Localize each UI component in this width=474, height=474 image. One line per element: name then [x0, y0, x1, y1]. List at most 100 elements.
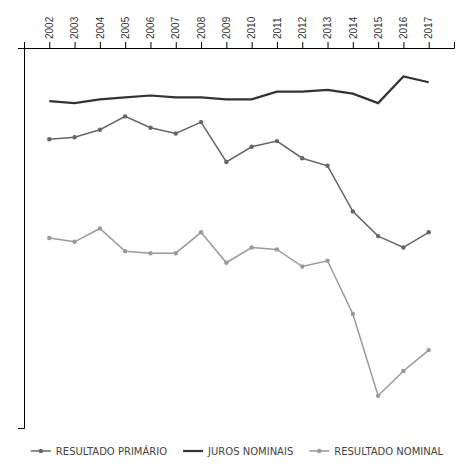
x-tick: 2005	[120, 16, 131, 48]
series-line	[49, 116, 428, 247]
x-tick-label: 2009	[221, 16, 232, 39]
point	[199, 230, 203, 234]
series-group	[47, 77, 431, 398]
x-tick-label: 2016	[398, 16, 409, 39]
x-tick-label: 2014	[348, 16, 359, 39]
legend-marker	[39, 449, 43, 453]
point	[401, 369, 405, 373]
point	[325, 259, 329, 263]
x-tick: 2003	[69, 16, 80, 48]
x-tick-label: 2012	[297, 16, 308, 39]
x-tick-label: 2015	[373, 16, 384, 39]
legend-marker	[317, 449, 321, 453]
x-tick: 2017	[423, 16, 434, 48]
x-tick: 2014	[348, 16, 359, 48]
x-tick-label: 2006	[145, 16, 156, 39]
y-axis	[18, 49, 25, 429]
legend-label: RESULTADO PRIMÁRIO	[56, 445, 167, 457]
plot: 2002 2003 2004 2005 2006 2007 2008 2009 2010 2011…	[18, 16, 455, 428]
point	[47, 137, 51, 141]
x-tick-label: 2003	[69, 16, 80, 39]
x-tick-label: 2005	[120, 16, 131, 39]
point	[199, 120, 203, 124]
point	[98, 226, 102, 230]
x-tick: 2015	[373, 16, 384, 48]
x-tick-mark	[75, 42, 76, 48]
x-tick: 2002	[44, 16, 55, 48]
x-tick: 2011	[272, 17, 283, 48]
point	[72, 240, 76, 244]
x-tick-mark	[277, 42, 278, 48]
x-tick: 2010	[246, 16, 257, 48]
x-tick: 2009	[221, 16, 232, 48]
point	[351, 209, 355, 213]
x-tick-mark	[429, 42, 430, 48]
point	[249, 245, 253, 249]
point	[376, 394, 380, 398]
x-tick: 2006	[145, 16, 156, 48]
point	[224, 261, 228, 265]
legend-item: JUROS NOMINAIS	[183, 446, 293, 457]
x-tick: 2004	[95, 16, 106, 48]
point	[174, 131, 178, 135]
x-tick-label: 2011	[272, 17, 283, 39]
point	[224, 160, 228, 164]
point	[300, 264, 304, 268]
legend-swatch	[183, 450, 203, 452]
legend-label: JUROS NOMINAIS	[207, 446, 293, 457]
x-tick-mark	[252, 42, 253, 48]
x-tick-mark	[403, 42, 404, 48]
x-axis: 2002 2003 2004 2005 2006 2007 2008 2009 2010 2011…	[25, 16, 455, 48]
x-tick: 2008	[196, 16, 207, 48]
x-tick: 2016	[398, 16, 409, 48]
point	[123, 114, 127, 118]
point	[300, 156, 304, 160]
legend: RESULTADO PRIMÁRIO JUROS NOMINAIS RESULTAD…	[31, 445, 444, 457]
x-tick-label: 2007	[170, 16, 181, 39]
x-tick-label: 2013	[322, 16, 333, 39]
x-tick-mark	[353, 42, 354, 48]
series-line	[49, 77, 428, 104]
x-tick-mark	[176, 42, 177, 48]
x-axis-line	[25, 42, 455, 49]
point	[148, 126, 152, 130]
chart: 2002 2003 2004 2005 2006 2007 2008 2009 2010 2011…	[0, 0, 474, 474]
x-tick-label: 2004	[95, 16, 106, 39]
x-tick-mark	[49, 42, 50, 48]
point	[275, 247, 279, 251]
point	[123, 249, 127, 253]
x-tick-mark	[201, 42, 202, 48]
point	[249, 145, 253, 149]
x-tick-label: 2010	[246, 16, 257, 39]
point	[325, 164, 329, 168]
point	[47, 236, 51, 240]
point	[376, 234, 380, 238]
point	[148, 251, 152, 255]
point	[174, 251, 178, 255]
x-tick-mark	[100, 42, 101, 48]
x-tick-mark	[378, 42, 379, 48]
x-tick: 2007	[170, 16, 181, 48]
x-tick-mark	[226, 42, 227, 48]
point	[401, 245, 405, 249]
x-tick-label: 2008	[196, 16, 207, 39]
point	[72, 135, 76, 139]
x-tick-mark	[125, 42, 126, 48]
point	[351, 312, 355, 316]
point	[98, 128, 102, 132]
y-axis-line	[18, 49, 25, 429]
point	[275, 139, 279, 143]
legend-item: RESULTADO PRIMÁRIO	[31, 445, 167, 457]
x-tick-mark	[328, 42, 329, 48]
series-line	[49, 229, 428, 396]
x-tick-label: 2002	[44, 16, 55, 39]
x-tick: 2013	[322, 16, 333, 48]
x-tick-label: 2017	[423, 16, 434, 39]
x-tick: 2012	[297, 16, 308, 48]
legend-label: RESULTADO NOMINAL	[334, 446, 443, 457]
point	[427, 348, 431, 352]
legend-item: RESULTADO NOMINAL	[309, 446, 443, 457]
x-tick-mark	[150, 42, 151, 48]
x-tick-mark	[302, 42, 303, 48]
point	[427, 230, 431, 234]
